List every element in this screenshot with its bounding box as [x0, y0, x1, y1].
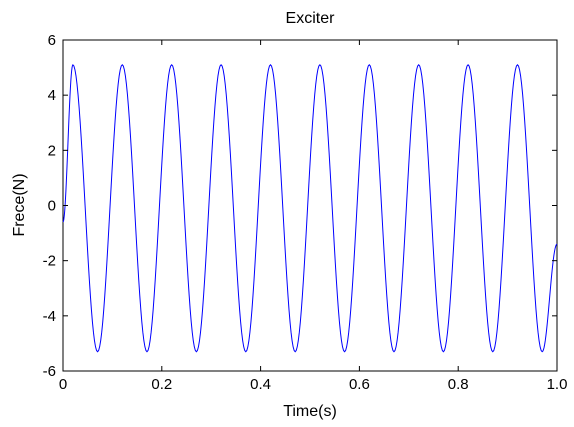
y-tick-label: 6 [48, 32, 56, 49]
x-tick-label: 1.0 [547, 376, 568, 393]
plot-area [62, 39, 558, 372]
x-axis-title: Time(s) [283, 403, 337, 420]
x-tick-label: 0 [59, 376, 67, 393]
y-axis-title: Frece(N) [11, 173, 28, 236]
y-tick-label: 4 [48, 87, 56, 104]
y-tick-label: -2 [43, 253, 56, 270]
x-axis-ticks: 0 0.2 0.4 0.6 0.8 1.0 [59, 40, 568, 393]
y-tick-label: -4 [43, 308, 56, 325]
y-tick-label: 2 [48, 142, 56, 159]
x-tick-label: 0.6 [349, 376, 370, 393]
y-axis-ticks: 6 4 2 0 -2 -4 -6 [43, 32, 557, 380]
x-tick-label: 0.2 [151, 376, 172, 393]
y-tick-label: 0 [48, 198, 56, 215]
x-tick-label: 0.8 [448, 376, 469, 393]
exciter-force-line [62, 63, 558, 353]
chart-title: Exciter [286, 10, 336, 27]
x-tick-label: 0.4 [250, 376, 271, 393]
axes-frame [62, 39, 558, 372]
y-tick-label: -6 [43, 363, 56, 380]
